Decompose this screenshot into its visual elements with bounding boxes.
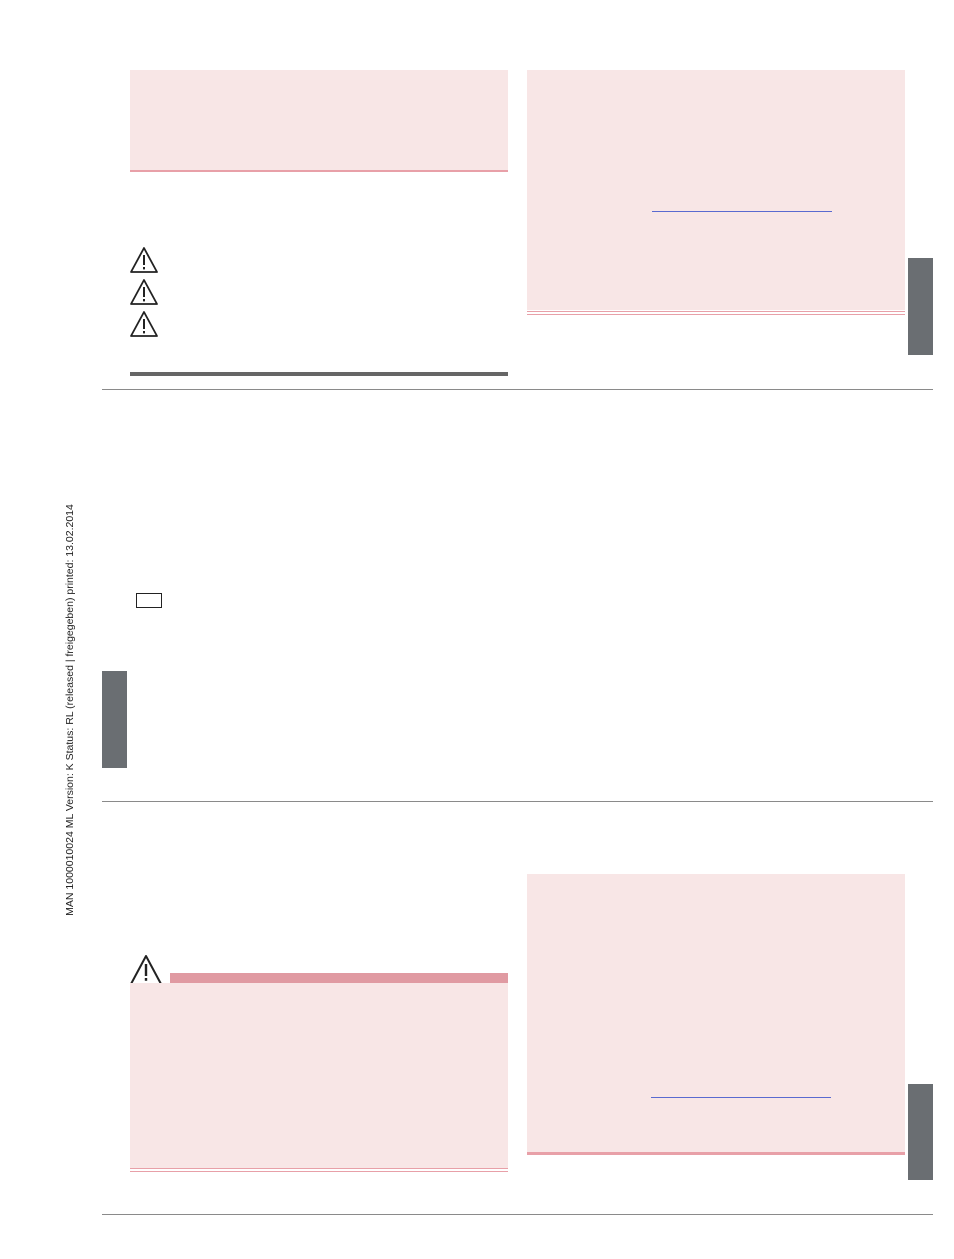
document-info-vertical: MAN 1000010024 ML Version: K Status: RL … [64, 504, 76, 916]
warning-icon [130, 247, 158, 273]
chapter-tab-right-bottom [908, 1084, 933, 1180]
page-divider [102, 1214, 933, 1215]
warning-header-bar [170, 973, 508, 983]
note-box-bottom-right-rule [527, 1152, 905, 1155]
note-box-top-left-rule [130, 170, 508, 172]
warning-icon [130, 311, 158, 337]
note-box-top-right-rule-2 [527, 314, 905, 315]
warning-icon [130, 955, 162, 985]
note-box-top-left [130, 70, 508, 170]
link-underline[interactable] [651, 1097, 831, 1098]
warning-box [130, 983, 508, 1168]
page-divider [102, 389, 933, 390]
warning-box-rule-2 [130, 1171, 508, 1172]
warning-icon [130, 279, 158, 305]
note-box-top-right-rule [527, 311, 905, 312]
warning-box-rule [130, 1168, 508, 1169]
note-box-top-right [527, 70, 905, 310]
link-underline[interactable] [652, 211, 832, 212]
page-divider [102, 801, 933, 802]
section-end-rule [130, 372, 508, 376]
note-box-bottom-right [527, 874, 905, 1152]
chapter-tab-right [908, 258, 933, 355]
checkbox-icon [136, 593, 162, 608]
chapter-tab-left [102, 671, 127, 768]
